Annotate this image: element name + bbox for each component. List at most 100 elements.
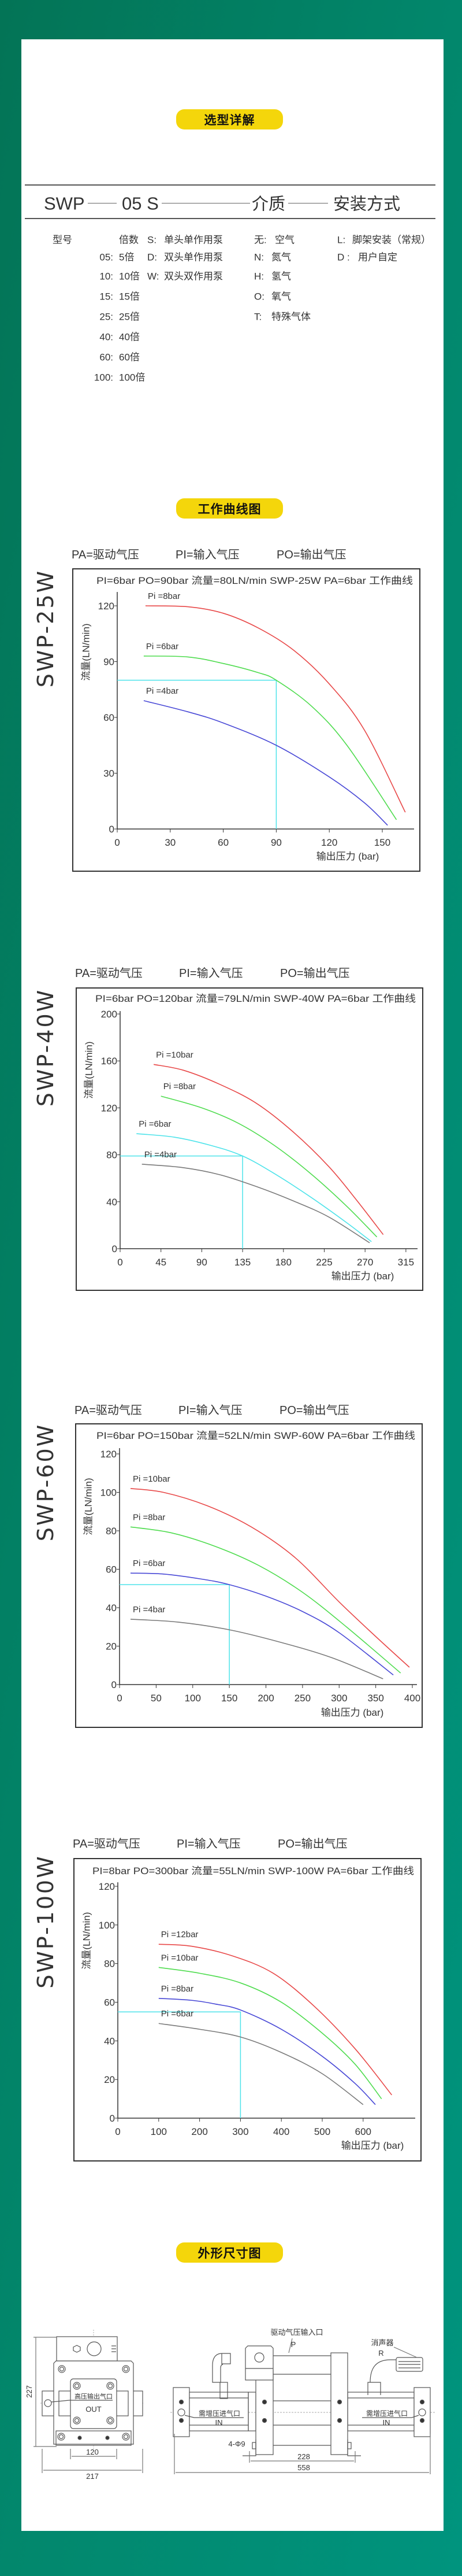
ratio-code: 25: (99, 311, 113, 323)
series-label: Pi =10bar (156, 1050, 193, 1060)
y-tick-label: 80 (106, 1526, 117, 1537)
reference-line (120, 1155, 243, 1249)
series-label: Pi =6bar (146, 642, 178, 652)
ratio-code: 05: (99, 251, 113, 263)
series-line (158, 2023, 364, 2105)
y-axis-label: 流量(LN/min) (84, 1041, 95, 1098)
pump-type-code: D: (147, 251, 157, 263)
front-view (33, 2330, 144, 2473)
series-label: Pi =12bar (161, 1930, 199, 1940)
x-tick-label: 90 (196, 1257, 207, 1268)
chart-model-title: SWP-25W (33, 569, 58, 687)
y-tick-label: 100 (99, 1920, 115, 1931)
chart-frame (72, 568, 420, 872)
series-label: Pi =4bar (133, 1605, 165, 1615)
y-tick-label: 40 (106, 1197, 117, 1208)
x-tick-label: 60 (218, 837, 229, 848)
front-bolt-span-dimension: 120 (86, 2448, 99, 2456)
x-tick-label: 90 (271, 837, 282, 848)
y-tick-label: 40 (106, 1602, 117, 1613)
y-tick-label: 90 (103, 656, 114, 667)
series-label: Pi =4bar (144, 1150, 177, 1160)
y-tick-label: 160 (101, 1056, 117, 1067)
x-tick-label: 120 (321, 837, 337, 848)
legend-po: PO=输出气压 (277, 548, 346, 561)
drive-inlet-code: P (291, 2340, 296, 2349)
x-tick-label: 180 (275, 1257, 292, 1268)
ratio-code: 40: (99, 331, 113, 343)
chart-frame (73, 1858, 422, 2162)
medium-value: 氮气 (271, 251, 291, 263)
ratio-value: 60倍 (119, 351, 140, 363)
ratio-code: 10: (99, 271, 113, 282)
pump-type-code: S: (147, 234, 157, 246)
reference-line (118, 2011, 241, 2118)
series-label: Pi =10bar (161, 1953, 199, 1963)
medium-code: H: (254, 271, 264, 282)
series-line (136, 1133, 372, 1242)
medium-code: T: (254, 311, 262, 323)
medium-value: 空气 (275, 234, 295, 246)
y-tick-label: 60 (104, 1997, 115, 2008)
x-tick-label: 400 (404, 1693, 420, 1704)
legend-pa: PA=驱动气压 (74, 1404, 142, 1417)
ratio-code: 60: (99, 351, 113, 363)
ratio-label: 倍数 (119, 234, 139, 246)
chart-swp-100w: SWP-100W PA=驱动气压 PI=输入气压 PO=输出气压 PI=8bar PO=… (33, 1837, 422, 2162)
pump-type-value: 单头单作用泵 (164, 234, 223, 246)
x-tick-label: 350 (367, 1693, 383, 1704)
ratio-value: 25倍 (119, 311, 140, 323)
chart-model-title: SWP-40W (33, 989, 58, 1106)
series-line (141, 1164, 370, 1243)
x-tick-label: 500 (314, 2126, 330, 2137)
model-label: 型号 (53, 234, 72, 246)
x-tick-label: 0 (117, 1693, 122, 1704)
y-tick-label: 60 (103, 712, 114, 723)
y-tick-label: 120 (99, 1881, 115, 1892)
chart-subtitle: PI=6bar PO=150bar 流量=52LN/min SWP-60W PA… (96, 1430, 415, 1441)
x-tick-label: 300 (331, 1693, 347, 1704)
x-tick-label: 100 (185, 1693, 201, 1704)
section-title-curves: 工作曲线图 (176, 498, 283, 519)
legend-po: PO=输出气压 (280, 1404, 349, 1417)
model-medium: 介质 (252, 195, 286, 214)
ratio-value: 10倍 (119, 271, 140, 282)
x-tick-label: 150 (374, 837, 390, 848)
x-tick-label: 30 (165, 837, 176, 848)
y-axis-label: 流量(LN/min) (83, 1478, 94, 1535)
legend-pa: PA=驱动气压 (73, 1837, 140, 1850)
series-line (161, 1095, 378, 1238)
outlet-label: 高压输出气口 (74, 2392, 113, 2400)
ratio-value: 100倍 (119, 372, 146, 383)
chart-model-title: SWP-100W (33, 1855, 58, 1989)
chart-subtitle: PI=6bar PO=90bar 流量=80LN/min SWP-25W PA=… (96, 575, 413, 586)
mount-holes-dimension: 4-Φ9 (228, 2440, 245, 2448)
x-axis-label: 输出压力 (bar) (331, 1271, 394, 1282)
legend-pi: PI=输入气压 (179, 967, 243, 980)
ratio-value: 5倍 (119, 251, 135, 263)
legend-po: PO=输出气压 (280, 967, 350, 980)
series-line (130, 1572, 394, 1676)
y-tick-label: 120 (100, 1449, 117, 1460)
y-tick-label: 20 (104, 2074, 115, 2085)
divider-bottom (25, 218, 435, 219)
pump-type-value: 双头双作用泵 (164, 271, 223, 282)
chart-subtitle: PI=6bar PO=120bar 流量=79LN/min SWP-40W PA… (95, 993, 416, 1004)
length-dimension: 558 (297, 2463, 310, 2472)
y-tick-label: 20 (106, 1641, 117, 1652)
y-tick-label: 80 (106, 1150, 117, 1161)
series-line (130, 1526, 401, 1674)
y-axis-label: 流量(LN/min) (81, 623, 92, 680)
medium-code: 无: (254, 234, 267, 246)
y-tick-label: 0 (110, 2113, 115, 2124)
x-tick-label: 270 (357, 1257, 373, 1268)
content-panel (21, 39, 444, 2531)
muffler-code: R (378, 2349, 383, 2357)
x-tick-label: 135 (234, 1257, 251, 1268)
dimension-drawing: 227 高压输出气口 OUT 120 217 驱动气压输 (25, 2328, 436, 2481)
chart-model-title: SWP-60W (33, 1423, 58, 1541)
x-tick-label: 300 (232, 2126, 248, 2137)
chart-frame (75, 1423, 423, 1728)
legend-po: PO=输出气压 (278, 1837, 348, 1850)
chart-swp-25w: SWP-25W PA=驱动气压 PI=输入气压 PO=输出气压 PI=6bar PO=9… (33, 548, 420, 872)
